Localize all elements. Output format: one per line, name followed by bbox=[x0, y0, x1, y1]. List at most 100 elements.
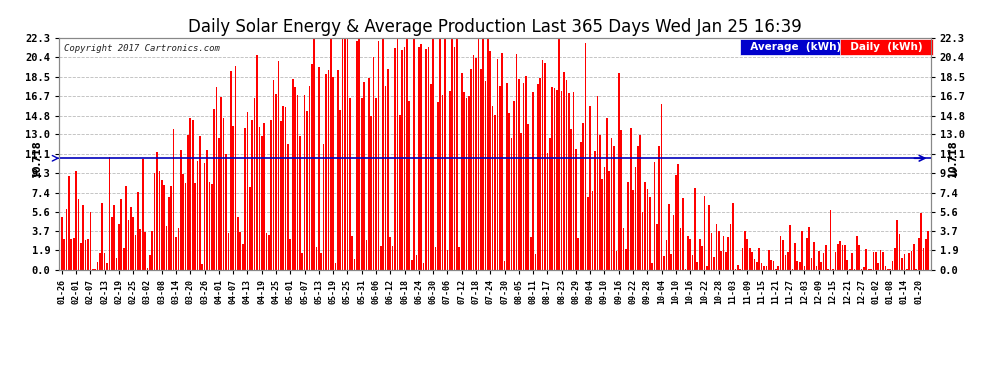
Bar bbox=[780, 236, 781, 270]
Bar bbox=[418, 48, 420, 270]
Bar bbox=[784, 255, 786, 270]
Bar bbox=[280, 121, 281, 270]
Bar bbox=[477, 39, 479, 270]
Bar bbox=[346, 39, 348, 270]
Bar bbox=[509, 113, 510, 270]
Bar bbox=[858, 245, 860, 270]
Bar bbox=[787, 252, 789, 270]
Bar bbox=[153, 173, 155, 270]
Bar bbox=[848, 269, 850, 270]
Text: Copyright 2017 Cartronics.com: Copyright 2017 Cartronics.com bbox=[63, 45, 220, 54]
Bar bbox=[173, 129, 174, 270]
Bar bbox=[816, 266, 817, 270]
Bar bbox=[456, 39, 457, 270]
Bar bbox=[646, 189, 648, 270]
Bar bbox=[421, 44, 422, 270]
Bar bbox=[306, 111, 308, 270]
Bar bbox=[235, 66, 237, 270]
Bar bbox=[80, 243, 81, 270]
Bar bbox=[899, 234, 901, 270]
Bar bbox=[782, 240, 784, 270]
Bar bbox=[151, 231, 153, 270]
Bar bbox=[73, 238, 74, 270]
Bar bbox=[228, 233, 230, 270]
Bar bbox=[285, 106, 286, 270]
Bar bbox=[740, 269, 741, 270]
Bar bbox=[825, 245, 827, 270]
Bar bbox=[535, 254, 537, 270]
Bar bbox=[433, 39, 434, 270]
Bar bbox=[87, 239, 89, 270]
Bar bbox=[356, 41, 357, 270]
Bar bbox=[506, 83, 508, 270]
Bar bbox=[440, 39, 442, 270]
Bar bbox=[435, 247, 437, 270]
Bar bbox=[694, 188, 696, 270]
Bar bbox=[475, 58, 477, 270]
Bar bbox=[256, 56, 257, 270]
Bar bbox=[85, 240, 86, 270]
Bar bbox=[748, 248, 750, 270]
Bar bbox=[130, 207, 132, 270]
Bar bbox=[75, 171, 77, 270]
Bar bbox=[675, 175, 677, 270]
Bar bbox=[551, 87, 553, 270]
Bar bbox=[373, 57, 374, 270]
Bar bbox=[165, 226, 167, 270]
Bar bbox=[460, 73, 462, 270]
Bar bbox=[582, 123, 584, 270]
Bar bbox=[135, 235, 137, 270]
Bar bbox=[853, 269, 855, 270]
Bar bbox=[289, 238, 291, 270]
Bar bbox=[704, 196, 705, 270]
Bar bbox=[158, 171, 160, 270]
Bar bbox=[325, 74, 327, 270]
Bar bbox=[513, 100, 515, 270]
Bar bbox=[623, 228, 625, 270]
Bar bbox=[737, 265, 739, 270]
Bar bbox=[365, 240, 367, 270]
Bar bbox=[147, 268, 148, 270]
Bar bbox=[701, 246, 703, 270]
Bar bbox=[358, 39, 360, 270]
Bar bbox=[399, 115, 401, 270]
Bar bbox=[833, 269, 834, 270]
Bar bbox=[687, 236, 689, 270]
Bar bbox=[97, 262, 98, 270]
Bar bbox=[528, 124, 530, 270]
Bar bbox=[361, 98, 362, 270]
Bar bbox=[882, 252, 884, 270]
Bar bbox=[599, 135, 601, 270]
Bar bbox=[161, 180, 162, 270]
Bar bbox=[537, 84, 539, 270]
Bar bbox=[370, 116, 372, 270]
Bar bbox=[637, 146, 639, 270]
Bar bbox=[253, 98, 255, 270]
Bar bbox=[494, 114, 496, 270]
Text: Daily  (kWh): Daily (kWh) bbox=[843, 42, 931, 52]
Bar bbox=[523, 83, 525, 270]
Bar bbox=[682, 198, 684, 270]
Bar bbox=[756, 262, 757, 270]
Bar bbox=[751, 252, 753, 270]
Bar bbox=[768, 250, 769, 270]
Bar bbox=[868, 269, 869, 270]
Bar bbox=[311, 64, 313, 270]
Bar bbox=[237, 217, 239, 270]
Bar bbox=[846, 260, 848, 270]
Bar bbox=[328, 70, 330, 270]
Bar bbox=[77, 199, 79, 270]
Bar bbox=[709, 205, 710, 270]
Bar bbox=[642, 212, 644, 270]
Bar bbox=[109, 156, 110, 270]
Bar bbox=[697, 262, 698, 270]
Bar bbox=[568, 93, 569, 270]
Bar bbox=[430, 84, 432, 270]
Bar bbox=[321, 253, 322, 270]
Bar bbox=[835, 252, 837, 270]
Bar bbox=[718, 231, 720, 270]
Bar bbox=[916, 269, 917, 270]
Bar bbox=[249, 186, 250, 270]
Bar bbox=[375, 98, 377, 270]
Text: 10.718: 10.718 bbox=[32, 140, 42, 177]
